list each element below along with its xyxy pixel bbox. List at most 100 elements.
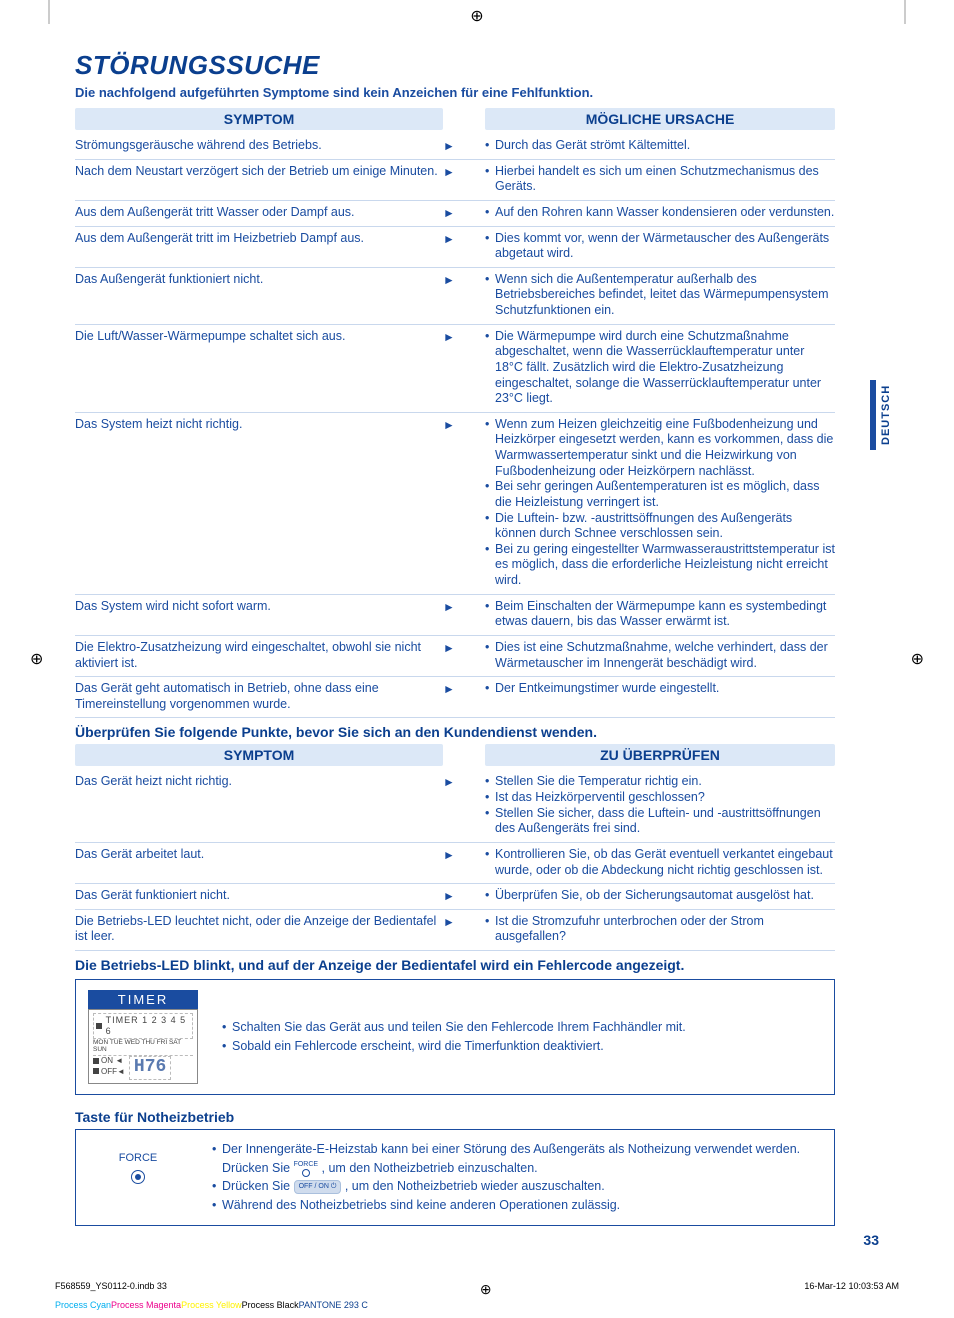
- cause-cell: Kontrollieren Sie, ob das Gerät eventuel…: [485, 847, 835, 878]
- cause-item: Ist das Heizkörperventil geschlossen?: [485, 790, 835, 806]
- arrow-icon: ►: [443, 417, 485, 432]
- page-content: STÖRUNGSSUCHE Die nachfolgend aufgeführt…: [75, 50, 835, 1226]
- cause-cell: Der Entkeimungstimer wurde eingestellt.: [485, 681, 835, 697]
- led-heading: Die Betriebs-LED blinkt, und auf der Anz…: [75, 957, 835, 973]
- timer-on: ON ◄: [101, 1056, 123, 1065]
- symptom-cell: Die Elektro-Zusatzheizung wird eingescha…: [75, 640, 443, 671]
- timer-line1: TIMER 1 2 3 4 5 6: [106, 1015, 190, 1037]
- cause-item: Kontrollieren Sie, ob das Gerät eventuel…: [485, 847, 835, 878]
- page-subtitle: Die nachfolgend aufgeführten Symptome si…: [75, 85, 835, 100]
- cause-cell: Wenn sich die Außentemperatur außerhalb …: [485, 272, 835, 319]
- process-yellow: Process Yellow: [181, 1300, 242, 1310]
- timer-off: OFF◄: [101, 1067, 125, 1076]
- cause-item: Bei sehr geringen Außentemperaturen ist …: [485, 479, 835, 510]
- cause-item: Hierbei handelt es sich um einen Schutzm…: [485, 164, 835, 195]
- cause-cell: Hierbei handelt es sich um einen Schutzm…: [485, 164, 835, 195]
- table2-head-right: ZU ÜBERPRÜFEN: [485, 744, 835, 766]
- cause-item: Auf den Rohren kann Wasser kondensieren …: [485, 205, 835, 221]
- led-bullet: Schalten Sie das Gerät aus und teilen Si…: [222, 1018, 686, 1037]
- cause-item: Stellen Sie die Temperatur richtig ein.: [485, 774, 835, 790]
- crop-mark-left: ⊕: [30, 649, 43, 669]
- cause-cell: Wenn zum Heizen gleichzeitig eine Fußbod…: [485, 417, 835, 589]
- symptom-cell: Das Gerät funktioniert nicht.: [75, 888, 443, 904]
- table-row: Das System heizt nicht richtig.►Wenn zum…: [75, 413, 835, 595]
- cause-cell: Dies ist eine Schutzmaßnahme, welche ver…: [485, 640, 835, 671]
- force-bullet: Während des Notheizbetriebs sind keine a…: [212, 1196, 822, 1215]
- symptom-cell: Das Gerät arbeitet laut.: [75, 847, 443, 863]
- arrow-icon: ►: [443, 205, 485, 220]
- language-tab: DEUTSCH: [870, 380, 892, 450]
- table1-head-left: SYMPTOM: [75, 108, 443, 130]
- table1-head-right: MÖGLICHE URSACHE: [485, 108, 835, 130]
- process-cyan: Process Cyan: [55, 1300, 111, 1310]
- footer-right: 16-Mar-12 10:03:53 AM: [804, 1281, 899, 1298]
- symptom-cell: Das System heizt nicht richtig.: [75, 417, 443, 433]
- cause-item: Überprüfen Sie, ob der Sicherungsautomat…: [485, 888, 835, 904]
- cause-item: Ist die Stromzufuhr unterbrochen oder de…: [485, 914, 835, 945]
- symptom-cell: Das Außengerät funktioniert nicht.: [75, 272, 443, 288]
- arrow-icon: ►: [443, 681, 485, 696]
- arrow-icon: ►: [443, 599, 485, 614]
- crop-mark-right: ⊕: [911, 649, 924, 669]
- offon-inline-icon: OFF / ON ⏻: [294, 1180, 342, 1195]
- process-black: Process Black: [242, 1300, 299, 1310]
- table1-header: SYMPTOM MÖGLICHE URSACHE: [75, 108, 835, 130]
- arrow-icon: ►: [443, 231, 485, 246]
- cause-item: Dies kommt vor, wenn der Wärmetauscher d…: [485, 231, 835, 262]
- table-row: Das Gerät arbeitet laut.►Kontrollieren S…: [75, 843, 835, 884]
- cause-item: Bei zu gering eingestellter Warmwasserau…: [485, 542, 835, 589]
- cause-cell: Dies kommt vor, wenn der Wärmetauscher d…: [485, 231, 835, 262]
- footer-colors: Process CyanProcess MagentaProcess Yello…: [55, 1300, 368, 1310]
- footer: F568559_YS0112-0.indb 33 ⊕ 16-Mar-12 10:…: [55, 1281, 899, 1298]
- cause-cell: Auf den Rohren kann Wasser kondensieren …: [485, 205, 835, 221]
- table-row: Aus dem Außengerät tritt Wasser oder Dam…: [75, 201, 835, 227]
- table2-head-left: SYMPTOM: [75, 744, 443, 766]
- arrow-icon: ►: [443, 272, 485, 287]
- table-row: Strömungsgeräusche während des Betriebs.…: [75, 134, 835, 160]
- arrow-icon: ►: [443, 640, 485, 655]
- symptom-cell: Nach dem Neustart verzögert sich der Bet…: [75, 164, 443, 180]
- cause-cell: Stellen Sie die Temperatur richtig ein.I…: [485, 774, 835, 837]
- table1-body: Strömungsgeräusche während des Betriebs.…: [75, 134, 835, 718]
- table-row: Das Gerät funktioniert nicht.►Überprüfen…: [75, 884, 835, 910]
- cause-item: Der Entkeimungstimer wurde eingestellt.: [485, 681, 835, 697]
- force-button-graphic: FORCE: [88, 1140, 188, 1215]
- section2-heading: Überprüfen Sie folgende Punkte, bevor Si…: [75, 724, 835, 740]
- arrow-icon: ►: [443, 774, 485, 789]
- table2-body: Das Gerät heizt nicht richtig.►Stellen S…: [75, 770, 835, 951]
- force-bullet: Der Innengeräte-E-Heizstab kann bei eine…: [212, 1140, 822, 1178]
- page-title: STÖRUNGSSUCHE: [75, 50, 835, 81]
- arrow-icon: ►: [443, 914, 485, 929]
- symptom-cell: Das Gerät heizt nicht richtig.: [75, 774, 443, 790]
- force-bullet: Drücken Sie OFF / ON ⏻ , um den Notheizb…: [212, 1177, 822, 1196]
- table-row: Aus dem Außengerät tritt im Heizbetrieb …: [75, 227, 835, 268]
- arrow-icon: ►: [443, 164, 485, 179]
- timer-code: H76: [129, 1056, 171, 1080]
- cause-item: Die Wärmepumpe wird durch eine Schutzmaß…: [485, 329, 835, 407]
- symptom-cell: Die Luft/Wasser-Wärmepumpe schaltet sich…: [75, 329, 443, 345]
- table-row: Die Luft/Wasser-Wärmepumpe schaltet sich…: [75, 325, 835, 413]
- force-inline-icon: FORCE: [294, 1160, 319, 1177]
- page-number: 33: [863, 1232, 879, 1248]
- force-label: FORCE: [119, 1152, 158, 1164]
- symptom-cell: Die Betriebs-LED leuchtet nicht, oder di…: [75, 914, 443, 945]
- cause-item: Durch das Gerät strömt Kältemittel.: [485, 138, 835, 154]
- force-box: FORCE Der Innengeräte-E-Heizstab kann be…: [75, 1129, 835, 1226]
- cause-item: Beim Einschalten der Wärmepumpe kann es …: [485, 599, 835, 630]
- cause-cell: Die Wärmepumpe wird durch eine Schutzmaß…: [485, 329, 835, 407]
- table2-header: SYMPTOM ZU ÜBERPRÜFEN: [75, 744, 835, 766]
- led-box: TIMER TIMER 1 2 3 4 5 6 MON TUE WED THU …: [75, 979, 835, 1095]
- symptom-cell: Strömungsgeräusche während des Betriebs.: [75, 138, 443, 154]
- table-row: Die Betriebs-LED leuchtet nicht, oder di…: [75, 910, 835, 951]
- led-bullets: Schalten Sie das Gerät aus und teilen Si…: [222, 1018, 686, 1056]
- table-row: Das System wird nicht sofort warm.►Beim …: [75, 595, 835, 636]
- timer-body: TIMER 1 2 3 4 5 6 MON TUE WED THU FRI SA…: [88, 1009, 198, 1084]
- symptom-cell: Das Gerät geht automatisch in Betrieb, o…: [75, 681, 443, 712]
- crop-mark-top: ⊕: [470, 6, 483, 26]
- cause-item: Die Luftein- bzw. -austrittsöffnungen de…: [485, 511, 835, 542]
- force-bullets: Der Innengeräte-E-Heizstab kann bei eine…: [212, 1140, 822, 1215]
- force-circle-icon: [131, 1170, 145, 1184]
- symptom-cell: Aus dem Außengerät tritt Wasser oder Dam…: [75, 205, 443, 221]
- cause-item: Wenn sich die Außentemperatur außerhalb …: [485, 272, 835, 319]
- cause-cell: Beim Einschalten der Wärmepumpe kann es …: [485, 599, 835, 630]
